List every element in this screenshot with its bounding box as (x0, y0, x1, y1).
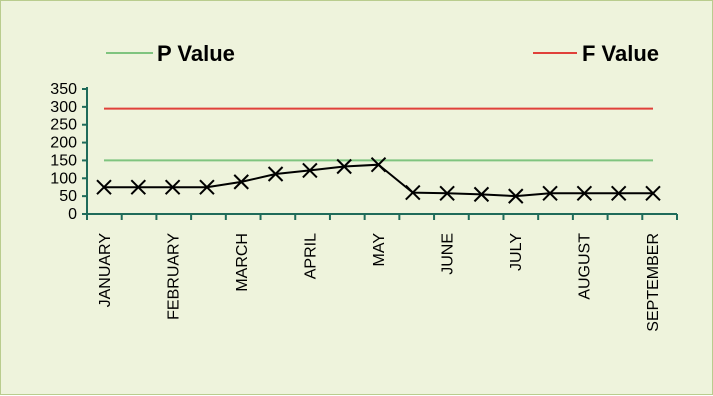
x-tick-label: APRIL (303, 233, 320, 279)
y-tick-label: 100 (50, 170, 77, 187)
x-tick-label: JULY (508, 233, 525, 271)
marker-stroke (336, 158, 352, 175)
marker-stroke (370, 157, 387, 173)
marker-stroke (473, 186, 490, 203)
reference-lines (104, 107, 653, 162)
data-point (508, 188, 524, 204)
data-point (233, 174, 249, 190)
legend-label: P Value (157, 41, 235, 66)
marker-stroke (508, 188, 524, 204)
marker-stroke (96, 179, 112, 195)
marker-stroke (233, 174, 249, 190)
marker-stroke (610, 185, 627, 201)
y-tick-label: 0 (68, 206, 77, 223)
x-tick-label: JANUARY (97, 233, 114, 308)
data-point (267, 166, 284, 182)
x-tick-label: AUGUST (577, 233, 594, 300)
data-point (405, 184, 421, 201)
marker-stroke (164, 179, 181, 195)
x-tick-label: MAY (371, 233, 388, 267)
x-tick-label: FEBRUARY (166, 233, 183, 320)
main-series (96, 157, 661, 204)
data-point (199, 179, 215, 195)
y-tick-label: 300 (50, 99, 77, 116)
x-axis: JANUARY FEBRUARY MARCH APRIL MAY JUNE JULY AUGU… (86, 213, 678, 332)
data-point (130, 179, 147, 195)
x-tick-label: SEPTEMBER (645, 233, 662, 332)
data-point (336, 158, 352, 175)
data-point (439, 185, 455, 201)
series-line (104, 163, 653, 198)
marker-stroke (267, 166, 284, 182)
y-tick-label: 50 (59, 188, 77, 205)
data-point (542, 185, 558, 201)
data-point (302, 162, 318, 179)
data-point (96, 179, 112, 195)
legend-label: F Value (582, 41, 659, 66)
legend: P Value F Value (106, 41, 659, 66)
y-tick-label: 150 (50, 152, 77, 169)
marker-stroke (439, 185, 455, 201)
x-tick-label: MARCH (234, 233, 251, 292)
marker-stroke (542, 185, 558, 201)
x-tick-label: JUNE (440, 233, 457, 275)
y-tick-label: 200 (50, 135, 77, 152)
data-point (645, 185, 661, 201)
marker-stroke (199, 179, 215, 195)
marker-stroke (302, 162, 318, 179)
y-tick-label: 250 (50, 117, 77, 134)
data-point (370, 157, 387, 173)
marker-stroke (645, 185, 661, 201)
marker-stroke (576, 185, 593, 201)
marker-stroke (405, 184, 421, 201)
y-tick-label: 350 (50, 81, 77, 98)
marker-stroke (130, 179, 147, 195)
data-point (164, 179, 181, 195)
data-point (576, 185, 593, 201)
data-point (610, 185, 627, 201)
data-point (473, 186, 490, 203)
